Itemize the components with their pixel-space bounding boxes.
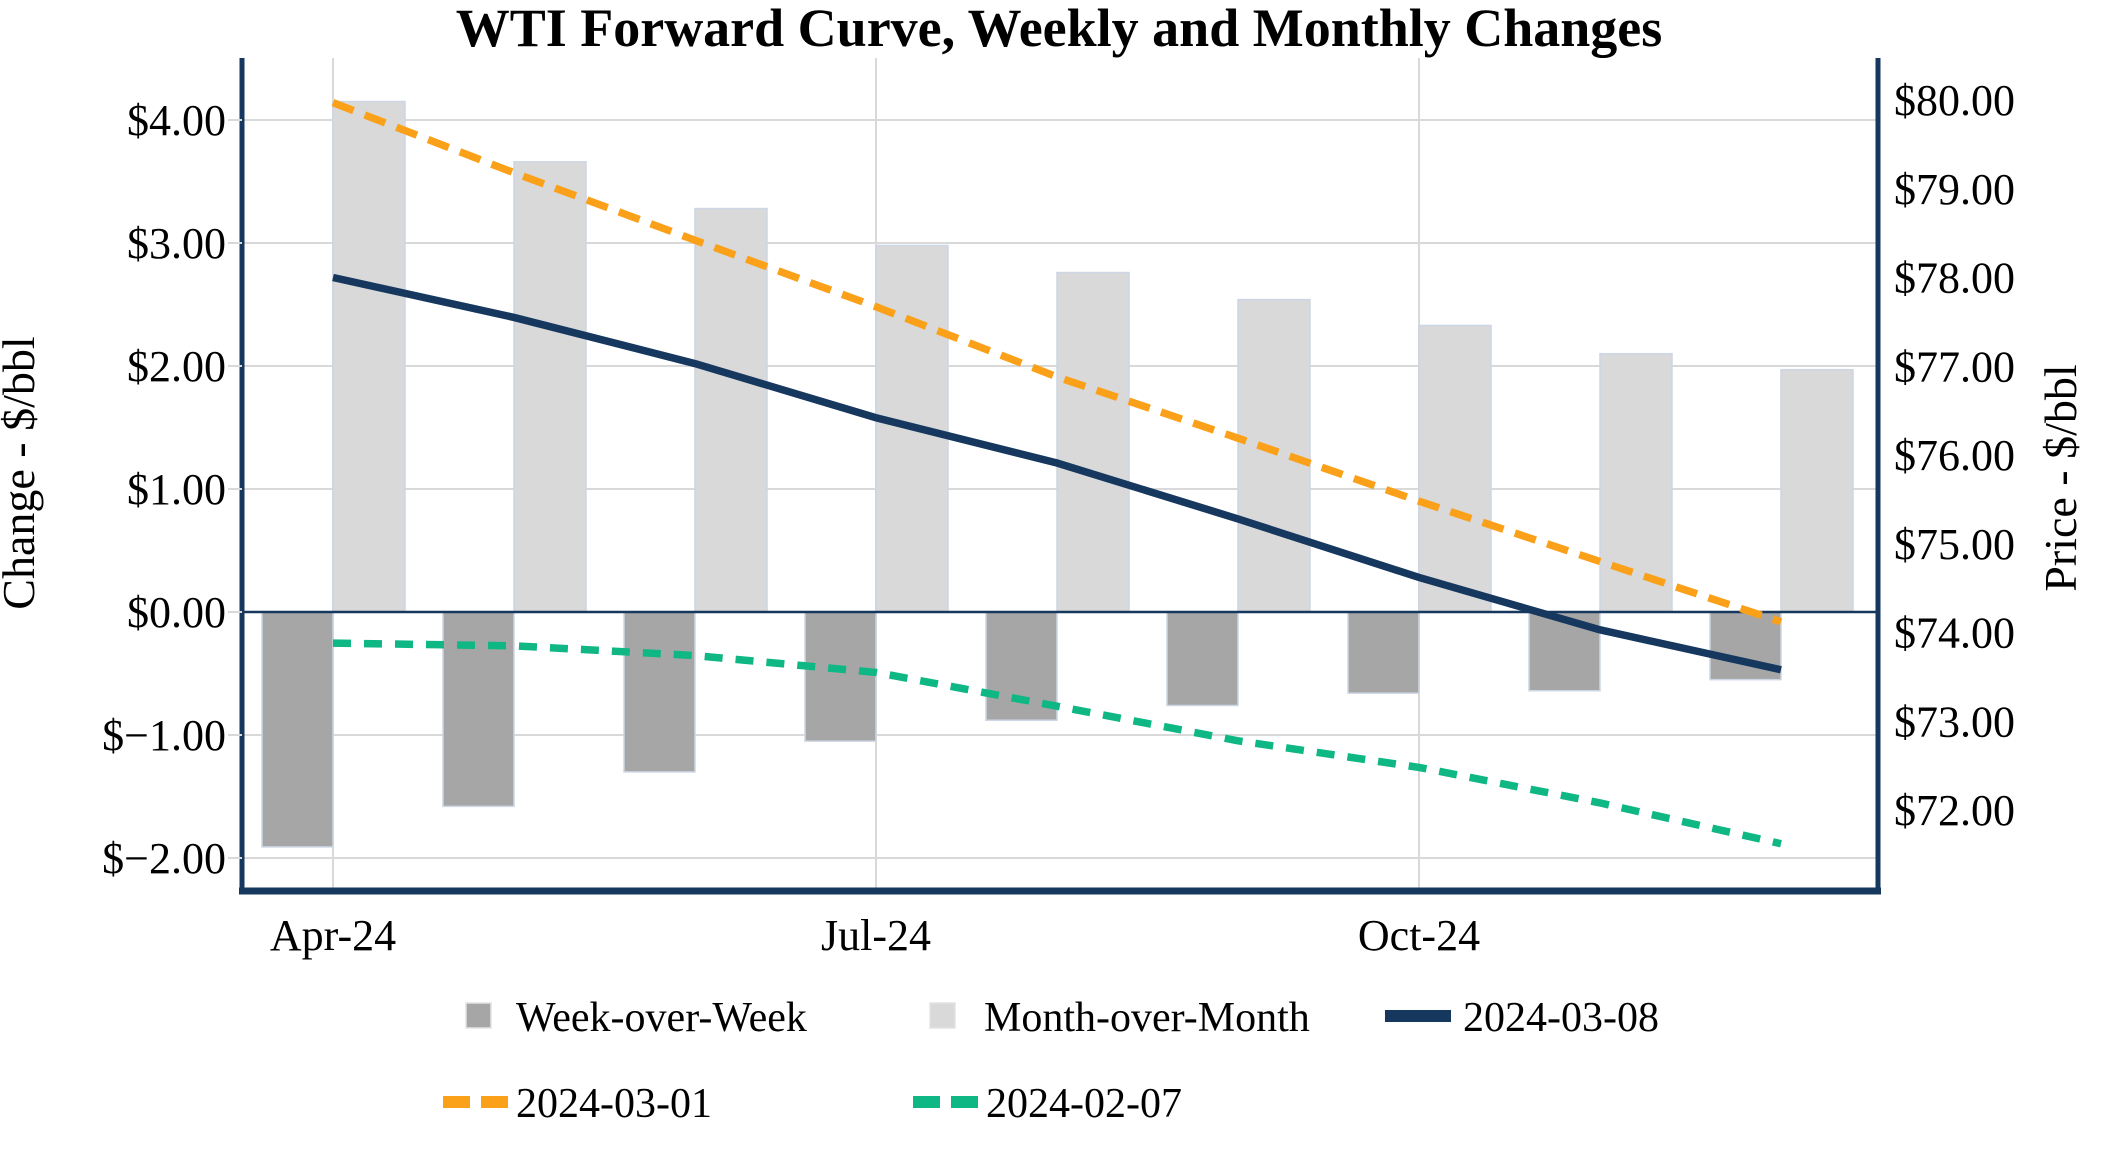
bar-month-over-month [1599, 352, 1673, 613]
legend-swatch-line [1385, 1010, 1451, 1022]
x-tick-label: Jul-24 [821, 911, 931, 960]
legend-label: Month-over-Month [984, 995, 1310, 1041]
bar-month-over-month [1780, 368, 1854, 613]
bar-series [261, 100, 1854, 848]
right-tick-label: $76.00 [1894, 431, 2015, 480]
bar-month-over-month [1418, 324, 1492, 613]
legend-label: 2024-03-08 [1463, 995, 1659, 1041]
legend-swatch-dash [481, 1096, 508, 1108]
legend-label: 2024-02-07 [986, 1081, 1182, 1127]
legend-swatch-square [929, 1002, 956, 1029]
right-tick-label: $79.00 [1894, 165, 2015, 214]
right-tick-label: $78.00 [1894, 254, 2015, 303]
left-tick-label: $−1.00 [102, 711, 226, 760]
bar-week-over-week [261, 611, 334, 848]
price-line-2024-03-01 [331, 99, 1783, 626]
bar-month-over-month [694, 207, 768, 613]
price-line-2024-03-08 [332, 273, 1782, 674]
bar-month-over-month [332, 100, 406, 613]
legend-swatch-dash [951, 1096, 978, 1108]
left-tick-label: $−2.00 [102, 834, 226, 883]
left-tick-label: $2.00 [127, 342, 226, 391]
bar-month-over-month [513, 161, 587, 613]
right-tick-label: $72.00 [1894, 786, 2015, 835]
right-tick-label: $75.00 [1894, 520, 2015, 569]
bar-month-over-month [1056, 271, 1130, 613]
axis-spines [228, 58, 1881, 895]
price-line-2024-02-07 [332, 639, 1782, 848]
left-tick-label: $4.00 [127, 96, 226, 145]
right-tick-label: $73.00 [1894, 697, 2015, 746]
tick-labels: $4.00 $3.00 $2.00 $1.00 $0.00 $−1.00 $−2.00 $80… [102, 76, 2015, 960]
legend-label: 2024-03-01 [516, 1081, 712, 1127]
right-tick-label: $77.00 [1894, 342, 2015, 391]
x-tick-label: Oct-24 [1358, 911, 1480, 960]
x-tick-label: Apr-24 [270, 911, 396, 960]
left-tick-label: $0.00 [127, 588, 226, 637]
left-tick-label: $3.00 [127, 219, 226, 268]
bar-week-over-week [804, 611, 877, 742]
legend: Week-over-Week Month-over-Month 2024-03-08… [443, 995, 1659, 1127]
chart-title: WTI Forward Curve, Weekly and Monthly Ch… [456, 0, 1663, 58]
legend-swatch-dash [913, 1096, 940, 1108]
bar-week-over-week [1347, 611, 1420, 694]
right-axis-title: Price - $/bbl [2035, 364, 2086, 591]
left-axis-title: Change - $/bbl [0, 336, 44, 609]
bar-week-over-week [1166, 611, 1239, 707]
bar-week-over-week [623, 611, 696, 773]
left-tick-label: $1.00 [127, 465, 226, 514]
right-tick-label: $80.00 [1894, 76, 2015, 125]
legend-swatch-square [465, 1002, 492, 1029]
right-tick-label: $74.00 [1894, 609, 2015, 658]
bar-week-over-week [442, 611, 515, 808]
line-series [331, 99, 1783, 848]
legend-label: Week-over-Week [516, 995, 807, 1041]
legend-swatch-dash [443, 1096, 470, 1108]
